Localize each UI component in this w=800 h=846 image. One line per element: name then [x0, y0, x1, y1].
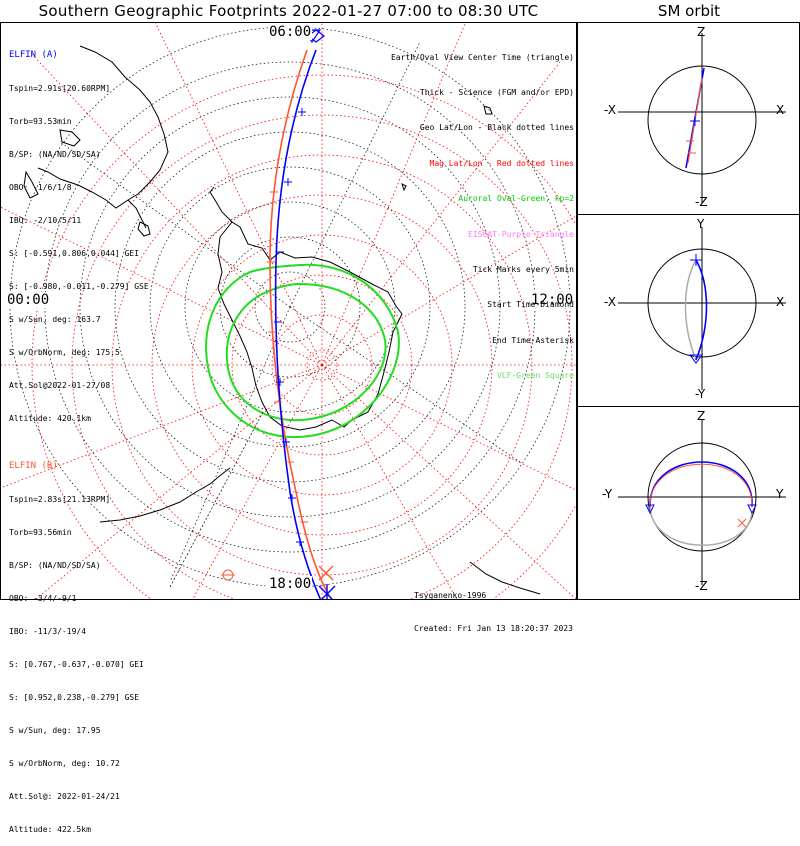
axis-label-bottom: -Y: [695, 387, 706, 401]
elfin-a-line: B/SP: (NA/ND/SD/SA): [9, 150, 101, 159]
axis-label-right: X: [776, 295, 785, 309]
elfin-b-line: Altitude: 422.5km: [9, 825, 91, 834]
elfin-b-line: Tspin=2.83s[21.13RPM]: [9, 495, 111, 504]
elfin-b-header: ELFIN (B): [9, 461, 58, 471]
elfin-a-line: S: [-0.980,-0.011,-0.279] GSE: [9, 282, 149, 291]
elfin-b-line: Att.Sol@: 2022-01-24/21: [9, 792, 120, 801]
mlt-label-left: 00:00: [6, 292, 51, 308]
elfin-b-line: IBO: -11/3/-19/4: [9, 627, 87, 636]
geo-lon-grid: [59, 41, 521, 583]
elfin-a-line: OBO: -1/6/1/8: [9, 183, 72, 192]
elfin-b-ticks: [267, 191, 308, 523]
legend-item: EISCAT-Purple Triangle: [468, 229, 574, 239]
orbit-plot-xy: [618, 227, 786, 390]
legend-item: Earth/Oval View Center Time (triangle): [390, 52, 574, 62]
elfin-b-line: S w/OrbNorm, deg: 10.72: [9, 759, 120, 768]
elfin-a-line: S: [-0.591,0.806,0.044] GEI: [9, 249, 140, 258]
mlt-label-right: 12:00: [530, 292, 575, 308]
elfin-a-line: Att.Sol@2022-01-27/08: [9, 381, 111, 390]
end-asterisk-b: [318, 565, 334, 581]
created-timestamp: Created: Fri Jan 13 18:20:37 2023: [414, 624, 573, 633]
axis-label-left: -X: [604, 103, 616, 117]
elfin-b-line: S: [0.767,-0.637,-0.070] GEI: [9, 660, 144, 669]
orbit-title: SM orbit: [657, 2, 721, 20]
legend-item: Geo Lat/Lon - Black dotted lines: [419, 123, 574, 133]
elfin-a-info: ELFIN (A) Tspin=2.91s[20.60RPM] Torb=93.…: [9, 28, 149, 435]
footprint-map: [1, 23, 576, 599]
coastline: [23, 45, 541, 595]
end-asterisk-a: [318, 584, 336, 599]
plot-title: Southern Geographic Footprints 2022-01-2…: [38, 2, 539, 20]
axis-label-bottom: -Z: [695, 579, 708, 593]
legend-item: Auroral Oval-Green, kp=2: [458, 194, 574, 204]
axis-label-right: X: [776, 103, 785, 117]
legend-item: Tick Marks every 5min: [472, 264, 574, 274]
elfin-a-line: Altitude: 420.1km: [9, 414, 91, 423]
elfin-a-header: ELFIN (A): [9, 50, 58, 60]
axis-label-top: Y: [697, 217, 705, 231]
orbit-plot-yz: [618, 419, 786, 585]
auroral-oval: [205, 263, 400, 439]
axis-label-left: -X: [604, 295, 616, 309]
orbit-plot-xz: [618, 33, 786, 203]
credit: Tsyganenko-1996 Created: Fri Jan 13 18:2…: [414, 568, 573, 645]
legend-item: Mag Lat/Lon - Red dotted lines: [429, 158, 575, 168]
axis-label-left: -Y: [602, 487, 613, 501]
legend-item: End Time-Asterisk: [492, 335, 574, 345]
elfin-a-line: S w/OrbNorm, deg: 175.5: [9, 348, 120, 357]
elfin-b-footprint: [269, 49, 331, 598]
elfin-a-line: IBO: -2/10/5/11: [9, 216, 82, 225]
model-name: Tsyganenko-1996: [414, 591, 487, 600]
elfin-b-info: ELFIN (B) Tspin=2.83s[21.13RPM] Torb=93.…: [9, 439, 144, 846]
axis-label-top: Z: [697, 25, 706, 39]
axis-label-right: Y: [776, 487, 784, 501]
legend-item: Start Time-Diamond: [487, 300, 574, 310]
elfin-a-ticks: [274, 108, 306, 546]
axis-label-top: Z: [697, 409, 706, 423]
axis-label-bottom: -Z: [695, 195, 708, 209]
elfin-a-line: Tspin=2.91s[20.60RPM]: [9, 84, 111, 93]
elfin-b-line: S w/Sun, deg: 17.95: [9, 726, 101, 735]
mlt-label-bottom: 18:00: [268, 576, 313, 592]
mlt-label-top: 06:00: [268, 24, 313, 40]
elfin-b-line: Torb=93.56min: [9, 528, 72, 537]
elfin-b-line: OBO: -3/4/-9/1: [9, 594, 77, 603]
elfin-a-footprint: [274, 49, 322, 599]
projection-line: [169, 411, 264, 588]
legend-item: VLF-Green Square: [496, 371, 574, 381]
orbit-panel-xz: Z -Z -X X: [577, 22, 800, 215]
eiscat-marker: [221, 569, 235, 581]
elfin-a-line: Torb=93.53min: [9, 117, 72, 126]
orbit-panel-xy: Y -Y -X X: [577, 214, 800, 407]
legend-item: Thick - Science (FGM and/or EPD): [419, 87, 574, 97]
orbit-panel-yz: Z -Z -Y Y: [577, 406, 800, 600]
elfin-b-line: S: [0.952,0.238,-0.279] GSE: [9, 693, 140, 702]
legend: Earth/Oval View Center Time (triangle) T…: [391, 28, 574, 394]
mag-lat-grid: [1, 23, 576, 599]
elfin-b-line: B/SP: (NA/ND/SD/SA): [9, 561, 101, 570]
elfin-a-line: S w/Sun, deg: 163.7: [9, 315, 101, 324]
